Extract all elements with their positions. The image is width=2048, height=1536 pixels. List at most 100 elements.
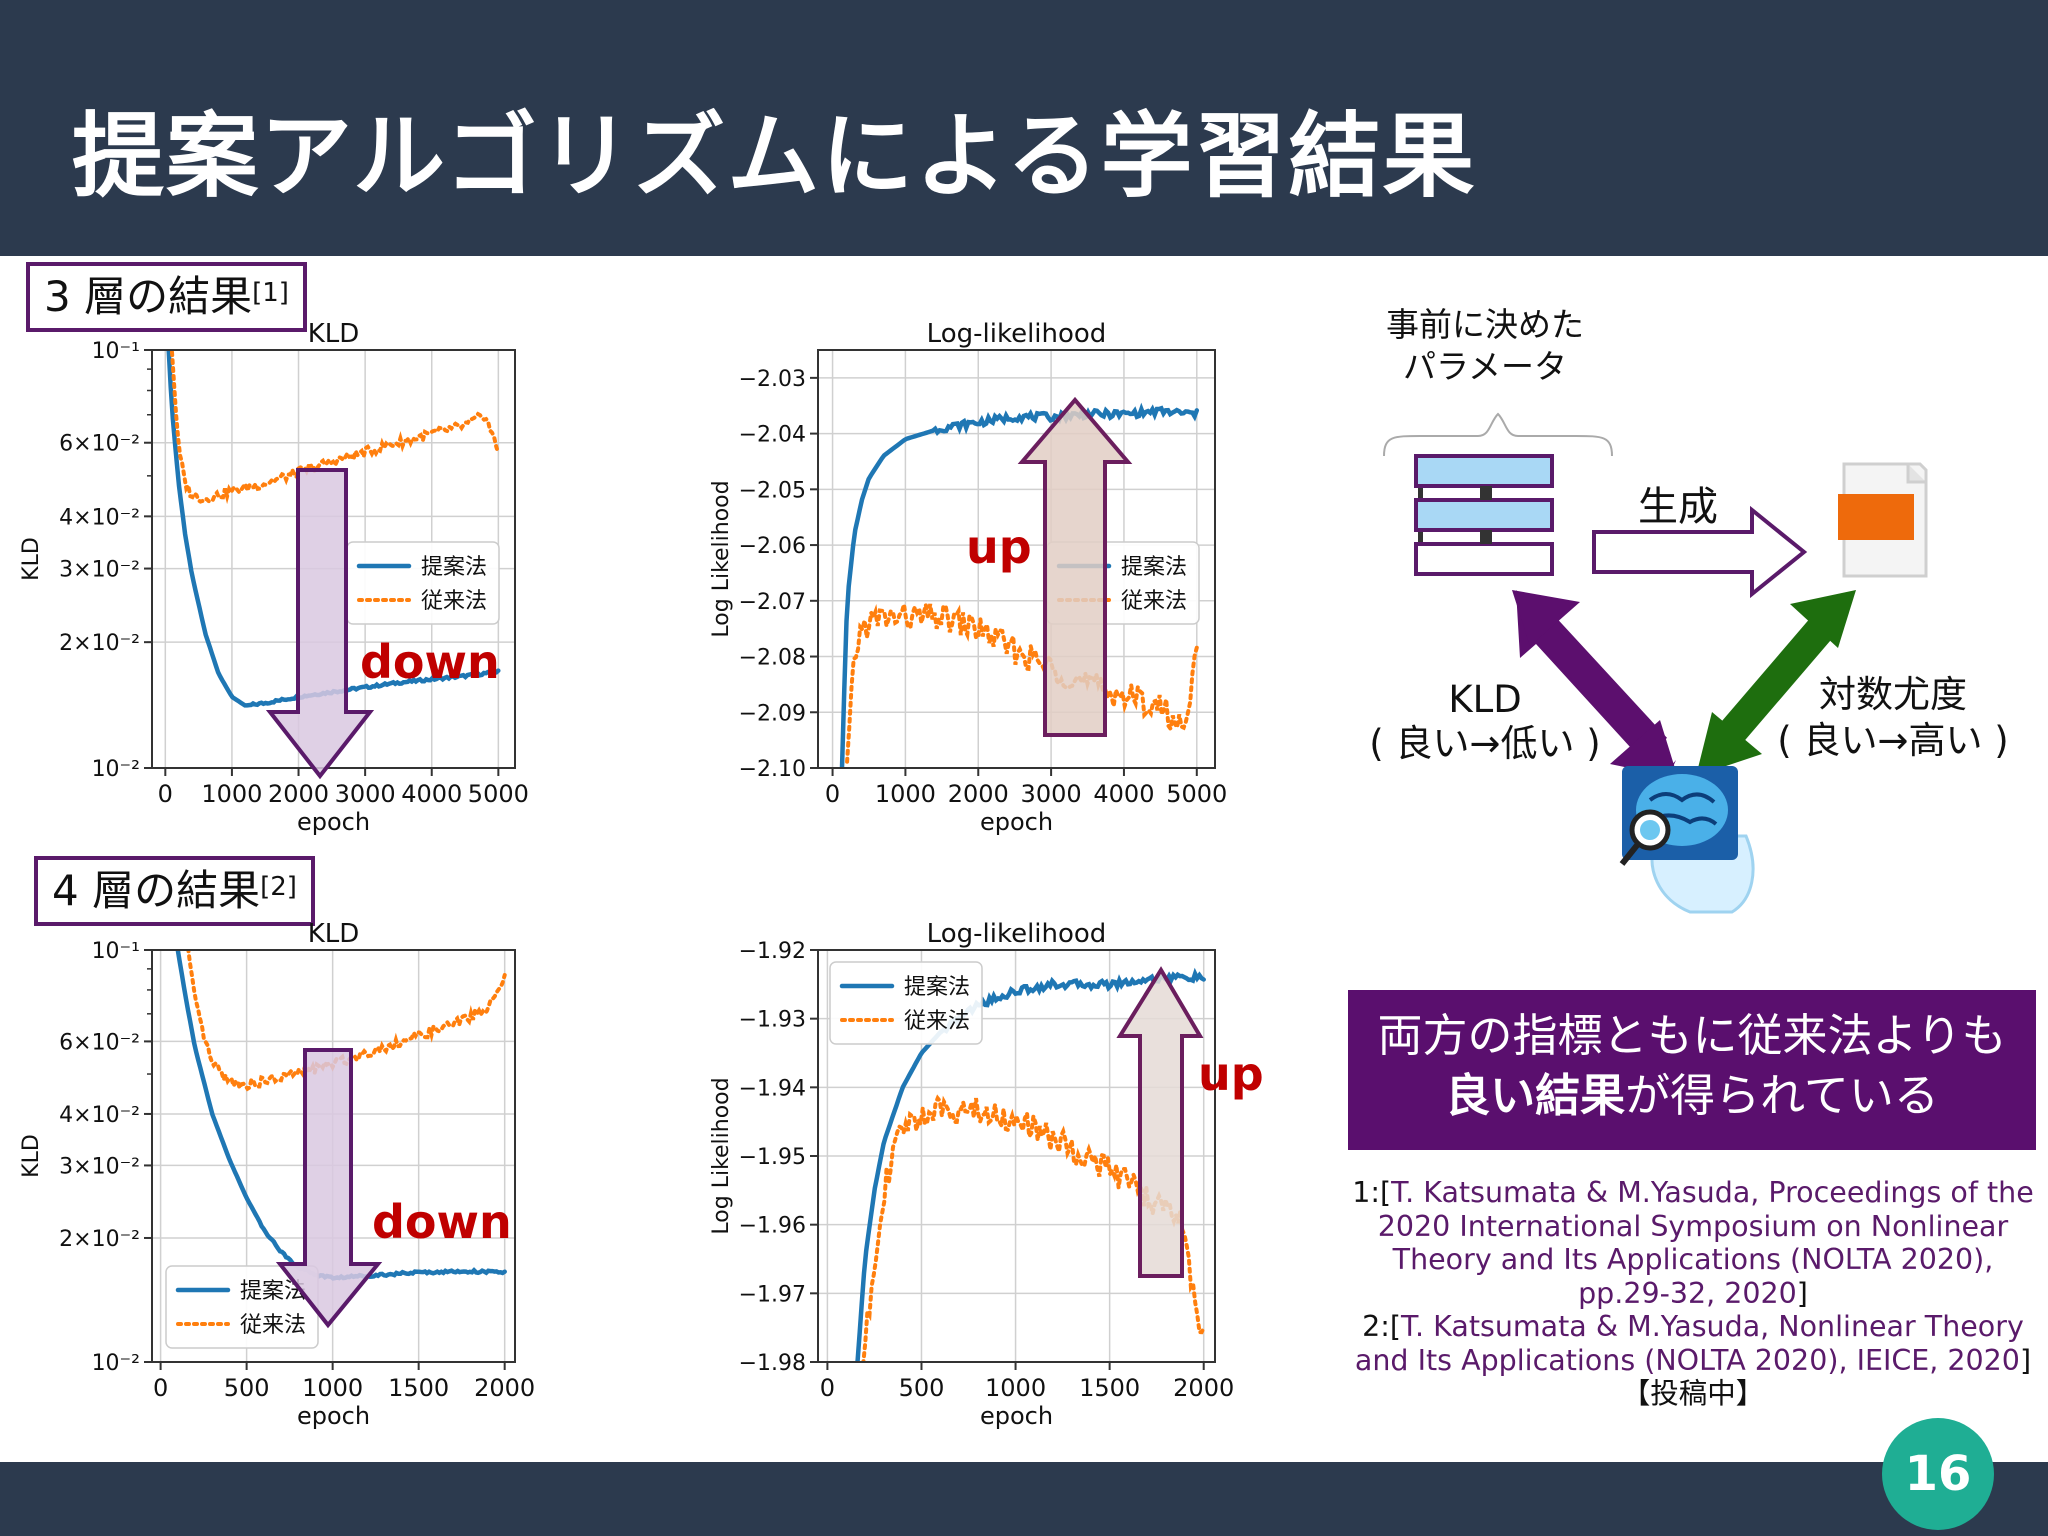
reference-2: 2:[T. Katsumata & M.Yasuda, Nonlinear Th… (1348, 1310, 2038, 1411)
y-tick-label: −2.09 (739, 701, 806, 726)
y-tick-label: −2.06 (739, 534, 806, 559)
x-tick-label: 500 (224, 1374, 270, 1402)
ll-metric-title: 対数尤度 (1819, 673, 1967, 716)
y-axis-label: KLD (19, 1134, 44, 1178)
down-label-4layer: down (372, 1195, 512, 1249)
y-tick-label: −2.04 (739, 423, 806, 448)
legend-label: 提案法 (904, 975, 970, 1000)
y-tick-label: 4×10⁻² (59, 505, 140, 530)
chart-title: Log-likelihood (927, 319, 1107, 349)
diagram: 生成 (1383, 412, 1928, 914)
reference-1: 1:[T. Katsumata & M.Yasuda, Proceedings … (1348, 1176, 2038, 1310)
section-label-3layer: 3 層の結果[1] (26, 262, 307, 332)
kld-metric-title: KLD (1448, 678, 1522, 721)
x-tick-label: 1500 (388, 1374, 449, 1402)
params-label: 事前に決めた パラメータ (1370, 304, 1600, 388)
x-axis-label: epoch (297, 808, 370, 836)
x-tick-label: 1000 (985, 1374, 1046, 1402)
params-brace (1383, 412, 1613, 457)
kld-metric-sub: ( 良い→低い ) (1369, 722, 1601, 765)
x-tick-label: 1500 (1079, 1374, 1140, 1402)
reference-1-prefix: 1:[ (1352, 1176, 1392, 1209)
plot-frame (151, 349, 516, 769)
y-axis-label: KLD (19, 537, 44, 581)
summary-line2-rest: が得られている (1625, 1069, 1939, 1122)
y-tick-label: −1.95 (739, 1145, 806, 1170)
y-tick-label: 10⁻² (92, 757, 140, 782)
y-tick-label: 3×10⁻² (59, 558, 140, 583)
ll-metric-sub: ( 良い→高い ) (1777, 719, 2009, 762)
document-icon (1838, 462, 1928, 578)
chart-title: Log-likelihood (927, 919, 1107, 949)
reference-2-body: T. Katsumata & M.Yasuda, Nonlinear Theor… (1354, 1310, 2024, 1377)
kld-chart-4layer: 0 500 1000 1500 2000 10⁻¹ 6×10⁻² 4×10⁻² 3×10⁻² 2×… (19, 919, 535, 1430)
x-tick-label: 1000 (302, 1374, 363, 1402)
y-tick-label: 3×10⁻² (59, 1154, 140, 1179)
params-label-line2: パラメータ (1402, 347, 1567, 386)
params-label-line1: 事前に決めた (1386, 305, 1584, 344)
y-tick-label: 10⁻² (92, 1351, 140, 1376)
x-tick-label: 1000 (201, 780, 262, 808)
x-tick-label: 5000 (1166, 780, 1227, 808)
legend-label: 従来法 (421, 589, 487, 614)
x-tick-label: 2000 (948, 780, 1009, 808)
y-tick-label: 10⁻¹ (92, 339, 140, 364)
x-tick-label: 0 (158, 780, 173, 808)
legend-label: 従来法 (240, 1313, 306, 1338)
down-arrow-4layer (275, 1048, 383, 1329)
plot-frame (817, 349, 1216, 769)
x-tick-label: 2000 (474, 1374, 535, 1402)
x-tick-label: 3000 (1021, 780, 1082, 808)
section-label-4layer-ref: [2] (260, 872, 297, 902)
legend-label: 提案法 (421, 555, 487, 580)
x-tick-label: 2000 (1173, 1374, 1234, 1402)
page-number: 16 (1882, 1418, 1994, 1530)
y-tick-label: −1.97 (739, 1282, 806, 1307)
y-tick-label: 10⁻¹ (92, 939, 140, 964)
up-arrow-4layer (1116, 966, 1204, 1278)
summary-line2-bold: 良い結果 (1445, 1069, 1626, 1122)
x-axis-label: epoch (980, 1402, 1053, 1430)
section-label-3layer-ref: [1] (252, 278, 289, 308)
slide-title: 提案アルゴリズムによる学習結果 (72, 103, 1477, 210)
up-label-3layer: up (966, 520, 1032, 574)
generate-label: 生成 (1638, 484, 1718, 530)
up-label-4layer: up (1198, 1047, 1264, 1101)
summary-box: 両方の指標ともに従来法よりも 良い結果が得られている (1348, 990, 2036, 1150)
chart-title: KLD (308, 319, 360, 349)
x-tick-label: 0 (820, 1374, 835, 1402)
conventional-series-line (845, 600, 1199, 764)
legend-label: 従来法 (904, 1009, 970, 1034)
x-axis-label: epoch (297, 1402, 370, 1430)
loglikelihood-chart-3layer: 0 1000 2000 3000 4000 5000 −2.03 −2.04 −2.05 −2.0… (709, 319, 1227, 836)
chart-title: KLD (308, 919, 360, 949)
reference-1-suffix: ] (1796, 1276, 1808, 1310)
section-label-4layer-text: 4 層の結果 (52, 866, 261, 915)
reference-2-prefix: 2:[ (1362, 1310, 1402, 1343)
y-tick-label: −2.10 (739, 757, 806, 782)
summary-line1: 両方の指標ともに従来法よりも (1377, 1009, 2007, 1062)
y-axis-label: Log Likelihood (709, 480, 734, 637)
y-tick-label: −2.08 (739, 646, 806, 671)
y-tick-label: 6×10⁻² (59, 432, 140, 457)
reference-1-body: T. Katsumata & M.Yasuda, Proceedings of … (1377, 1176, 2034, 1310)
y-tick-label: −1.94 (739, 1076, 806, 1101)
proposed-series-line (839, 402, 1200, 768)
y-tick-label: −2.07 (739, 590, 806, 615)
y-tick-label: −1.98 (739, 1351, 806, 1376)
down-arrow-3layer (265, 468, 375, 780)
y-tick-label: −1.93 (739, 1008, 806, 1033)
kld-metric-label: KLD ( 良い→低い ) (1360, 678, 1610, 766)
loglikelihood-chart-4layer: 0 500 1000 1500 2000 −1.92 −1.93 −1.94 −1.95 −1.9… (709, 919, 1234, 1430)
y-tick-label: 6×10⁻² (59, 1030, 140, 1055)
y-tick-label: −1.96 (739, 1214, 806, 1239)
section-label-4layer: 4 層の結果[2] (34, 856, 315, 926)
y-tick-label: 4×10⁻² (59, 1103, 140, 1128)
x-tick-label: 3000 (335, 780, 396, 808)
loglikelihood-double-arrow (1696, 590, 1856, 776)
reference-2-suffix: ]【投稿中】 (1621, 1343, 2032, 1411)
title-bar: 提案アルゴリズムによる学習結果 (0, 0, 2048, 256)
up-arrow-3layer (1017, 396, 1133, 737)
